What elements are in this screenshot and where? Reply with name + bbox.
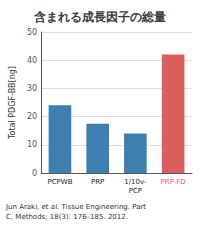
svg-text:Jun Araki, et al. Tissue Engin: Jun Araki, et al. Tissue Engineering. Pa… [5, 203, 146, 211]
svg-text:0: 0 [32, 169, 37, 178]
svg-text:40: 40 [27, 56, 37, 65]
svg-text:20: 20 [27, 112, 37, 121]
svg-text:PCP: PCP [129, 187, 142, 195]
svg-text:含まれる成長因子の総量: 含まれる成長因子の総量 [33, 10, 166, 24]
svg-text:30: 30 [27, 84, 37, 93]
svg-text:PRP: PRP [91, 178, 104, 186]
svg-text:50: 50 [27, 28, 37, 37]
svg-text:PRP-FD: PRP-FD [161, 178, 186, 186]
svg-text:10: 10 [27, 140, 37, 149]
svg-text:C, Methods; 18(3): 176–185. 20: C, Methods; 18(3): 176–185. 2012. [6, 213, 128, 221]
svg-text:Total PDGF-BB[ng]: Total PDGF-BB[ng] [8, 66, 17, 140]
svg-text:PCPWB: PCPWB [47, 178, 72, 186]
svg-text:1/10v-: 1/10v- [124, 178, 147, 186]
